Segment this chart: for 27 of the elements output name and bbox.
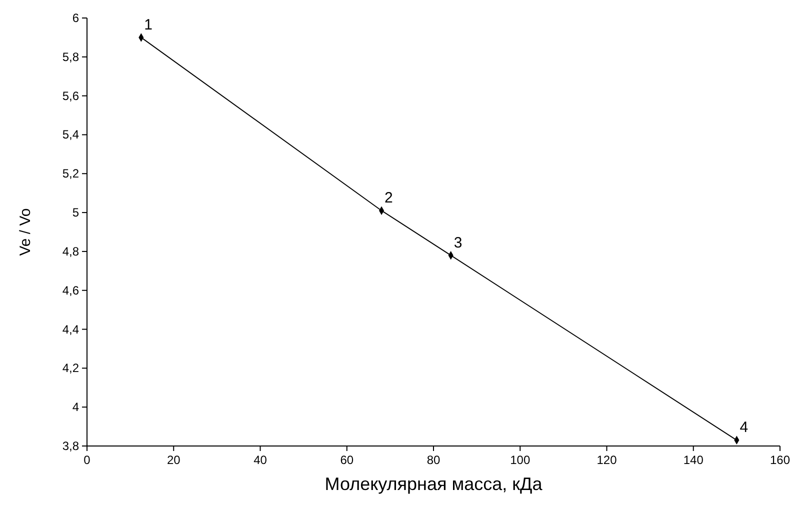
x-tick-label: 160 — [770, 453, 790, 467]
y-tick-label: 4 — [72, 400, 80, 414]
annotation: 4 — [740, 419, 748, 436]
y-tick-label: 4,8 — [62, 244, 80, 258]
y-tick-label: 5,4 — [62, 128, 80, 142]
x-tick-label: 0 — [84, 453, 91, 467]
y-axis-title: Ve / Vo — [17, 208, 34, 256]
y-tick-label: 4,2 — [62, 361, 80, 376]
y-tick-label: 5,6 — [62, 88, 80, 103]
x-tick-label: 100 — [510, 453, 530, 467]
x-tick-label: 120 — [596, 453, 618, 467]
x-tick-label: 40 — [254, 453, 268, 467]
annotation: 3 — [454, 234, 462, 252]
y-tick-label: 5 — [72, 206, 80, 220]
y-tick-label: 4,4 — [62, 322, 80, 336]
annotation: 1 — [144, 16, 152, 34]
x-axis-title: Молекулярная масса, кДа — [324, 474, 544, 494]
y-tick-label: 4,6 — [62, 283, 80, 298]
x-tick-label: 80 — [426, 453, 440, 467]
annotation: 2 — [384, 190, 393, 207]
y-tick-label: 5,2 — [62, 166, 80, 181]
y-tick-label: 5,8 — [62, 50, 80, 64]
x-tick-label: 140 — [683, 453, 704, 467]
x-tick-label: 20 — [166, 453, 181, 467]
x-tick-label: 60 — [340, 453, 354, 467]
y-tick-label: 3,8 — [62, 439, 80, 453]
y-tick-label: 6 — [72, 11, 80, 25]
